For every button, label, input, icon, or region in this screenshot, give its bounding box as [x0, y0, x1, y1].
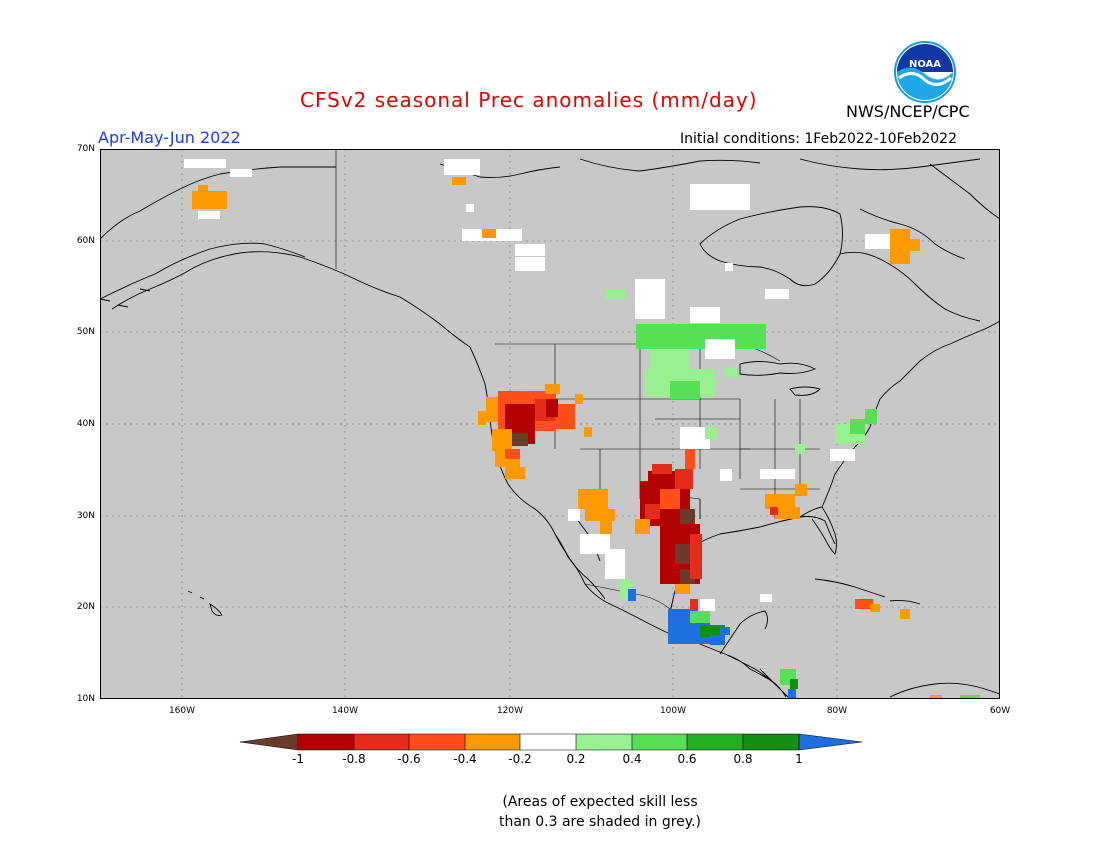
- colorbar-swatch: [632, 734, 687, 750]
- lon-label-120w: 120W: [496, 706, 524, 716]
- anomaly-map: [100, 149, 1000, 699]
- colorbar-low-arrow: [240, 733, 299, 751]
- lat-label-30n: 30N: [76, 511, 95, 521]
- lat-label-60n: 60N: [76, 236, 95, 246]
- colorbar-swatch: [465, 734, 520, 750]
- colorbar-label: 1: [795, 752, 803, 766]
- lon-label-60w: 60W: [989, 706, 1011, 716]
- colorbar-swatch: [687, 734, 743, 750]
- lat-label-70n: 70N: [76, 144, 95, 154]
- colorbar-swatch: [409, 734, 465, 750]
- lat-label-10n: 10N: [76, 694, 95, 704]
- lon-label-160w: 160W: [168, 706, 196, 716]
- svg-text:NOAA: NOAA: [909, 59, 941, 70]
- colorbar-swatch: [298, 734, 354, 750]
- lon-label-140w: 140W: [331, 706, 359, 716]
- colorbar-swatch: [354, 734, 409, 750]
- colorbar-label: -0.6: [397, 752, 421, 766]
- colorbar-label: 0.8: [733, 752, 753, 766]
- lon-label-80w: 80W: [826, 706, 848, 716]
- colorbar-label: -0.8: [342, 752, 366, 766]
- initial-conditions: Initial conditions: 1Feb2022-10Feb2022: [680, 131, 957, 147]
- colorbar-label: -1: [292, 752, 304, 766]
- colorbar-label: 0.2: [566, 752, 586, 766]
- colorbar-label: -0.2: [508, 752, 532, 766]
- colorbar-label: 0.6: [677, 752, 697, 766]
- lat-label-20n: 20N: [76, 602, 95, 612]
- lat-label-40n: 40N: [76, 419, 95, 429]
- lat-label-50n: 50N: [76, 327, 95, 337]
- skill-footnote: (Areas of expected skill less than 0.3 a…: [498, 794, 701, 830]
- map-title: CFSv2 seasonal Prec anomalies (mm/day): [300, 88, 758, 112]
- color-scale-bar: [240, 733, 862, 751]
- noaa-logo: NOAA: [894, 41, 956, 103]
- agency-label: NWS/NCEP/CPC: [846, 102, 970, 121]
- colorbar-high-arrow: [798, 733, 862, 751]
- colorbar-swatch: [520, 734, 576, 750]
- lon-label-100w: 100W: [659, 706, 687, 716]
- colorbar-label: 0.4: [622, 752, 642, 766]
- anomaly-patches: [184, 159, 980, 699]
- colorbar-swatch: [743, 734, 799, 750]
- colorbar-label: -0.4: [453, 752, 477, 766]
- colorbar-swatch: [576, 734, 632, 750]
- forecast-period: Apr-May-Jun 2022: [98, 128, 241, 147]
